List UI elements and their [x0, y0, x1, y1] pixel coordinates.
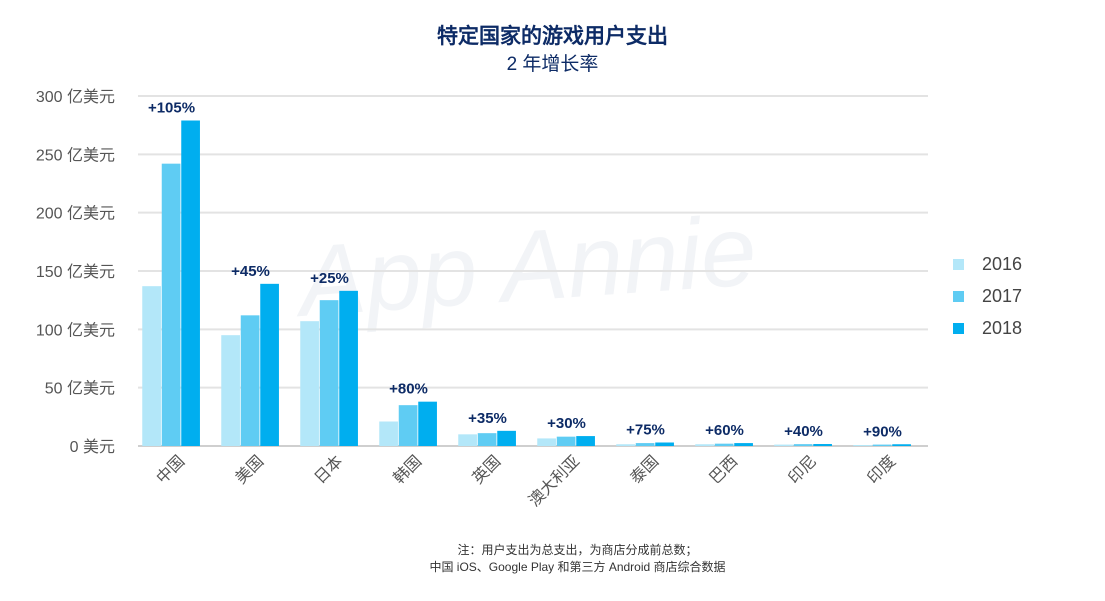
legend-label: 2016: [982, 253, 1023, 274]
footnote-line-2: 中国 iOS、Google Play 和第三方 Android 商店综合数据: [429, 560, 726, 574]
bar: [793, 444, 813, 446]
bar: [576, 436, 595, 446]
footnote-line-1: 注：用户支出为总支出，为商店分成前总数；: [457, 543, 698, 557]
growth-label: +75%: [626, 422, 665, 439]
legend-label: 2018: [982, 317, 1023, 338]
bar: [339, 290, 358, 446]
x-tick-label: 印度: [864, 452, 899, 487]
bar: [181, 120, 200, 446]
bar: [477, 433, 497, 446]
chart-title: 特定国家的游戏用户支出: [437, 25, 668, 48]
legend-swatch: [953, 258, 964, 270]
legend-item-2016: 2016: [953, 248, 1022, 280]
bar: [418, 401, 437, 446]
legend: 2016 2017 2018: [953, 248, 1022, 344]
legend-swatch: [953, 322, 964, 334]
bar: [872, 444, 892, 446]
legend-swatch: [953, 290, 964, 302]
growth-label: +90%: [863, 423, 902, 440]
bar: [556, 436, 576, 446]
legend-item-2018: 2018: [953, 312, 1022, 344]
bar: [635, 443, 655, 446]
x-tick-label: 印尼: [785, 452, 820, 487]
y-tick-label: 250 亿美元: [36, 146, 115, 164]
growth-label: +30%: [547, 415, 586, 432]
x-tick-label: 巴西: [707, 453, 742, 488]
bar: [398, 405, 418, 446]
bar: [853, 445, 872, 446]
bar: [734, 443, 753, 446]
bar: [221, 335, 240, 446]
legend-item-2017: 2017: [953, 280, 1022, 312]
growth-label: +25%: [310, 270, 349, 287]
bar: [497, 430, 516, 446]
y-tick-label: 200 亿美元: [36, 205, 115, 223]
growth-label: +80%: [389, 381, 428, 398]
bar: [813, 444, 832, 446]
y-tick-label: 50 亿美元: [45, 380, 115, 398]
bar: [240, 315, 260, 446]
bar: [616, 444, 635, 446]
bar: [714, 443, 734, 446]
bar: [537, 438, 556, 446]
x-tick-label: 泰国: [627, 452, 662, 487]
bar: [142, 286, 161, 446]
bar: [161, 163, 181, 446]
chart-subtitle: 2 年增长率: [506, 54, 599, 75]
y-tick-label: 150 亿美元: [36, 263, 115, 281]
growth-label: +35%: [468, 410, 507, 427]
x-tick-label: 澳大利亚: [525, 452, 583, 510]
growth-label: +60%: [705, 422, 744, 439]
bar: [300, 321, 319, 446]
bar: [774, 444, 793, 446]
x-tick-label: 日本: [311, 452, 346, 487]
x-tick-label: 韩国: [390, 452, 425, 487]
bar: [458, 434, 477, 446]
x-tick-label: 中国: [153, 452, 188, 487]
growth-label: +105%: [148, 100, 195, 117]
y-tick-label: 0 美元: [70, 438, 115, 456]
x-tick-label: 美国: [232, 452, 267, 487]
bar: [695, 444, 714, 446]
growth-label: +45%: [231, 263, 270, 280]
bar: [260, 283, 279, 446]
bar: [379, 421, 398, 446]
y-tick-label: 300 亿美元: [36, 88, 115, 106]
legend-label: 2017: [982, 285, 1023, 306]
watermark: App Annie: [290, 194, 759, 338]
footnote: 注：用户支出为总支出，为商店分成前总数； 中国 iOS、Google Play …: [0, 542, 1105, 576]
bar: [655, 442, 674, 446]
growth-label: +40%: [784, 423, 823, 440]
x-tick-label: 英国: [469, 452, 504, 487]
bar: [892, 444, 911, 446]
bar: [319, 300, 339, 446]
y-tick-label: 100 亿美元: [36, 321, 115, 339]
